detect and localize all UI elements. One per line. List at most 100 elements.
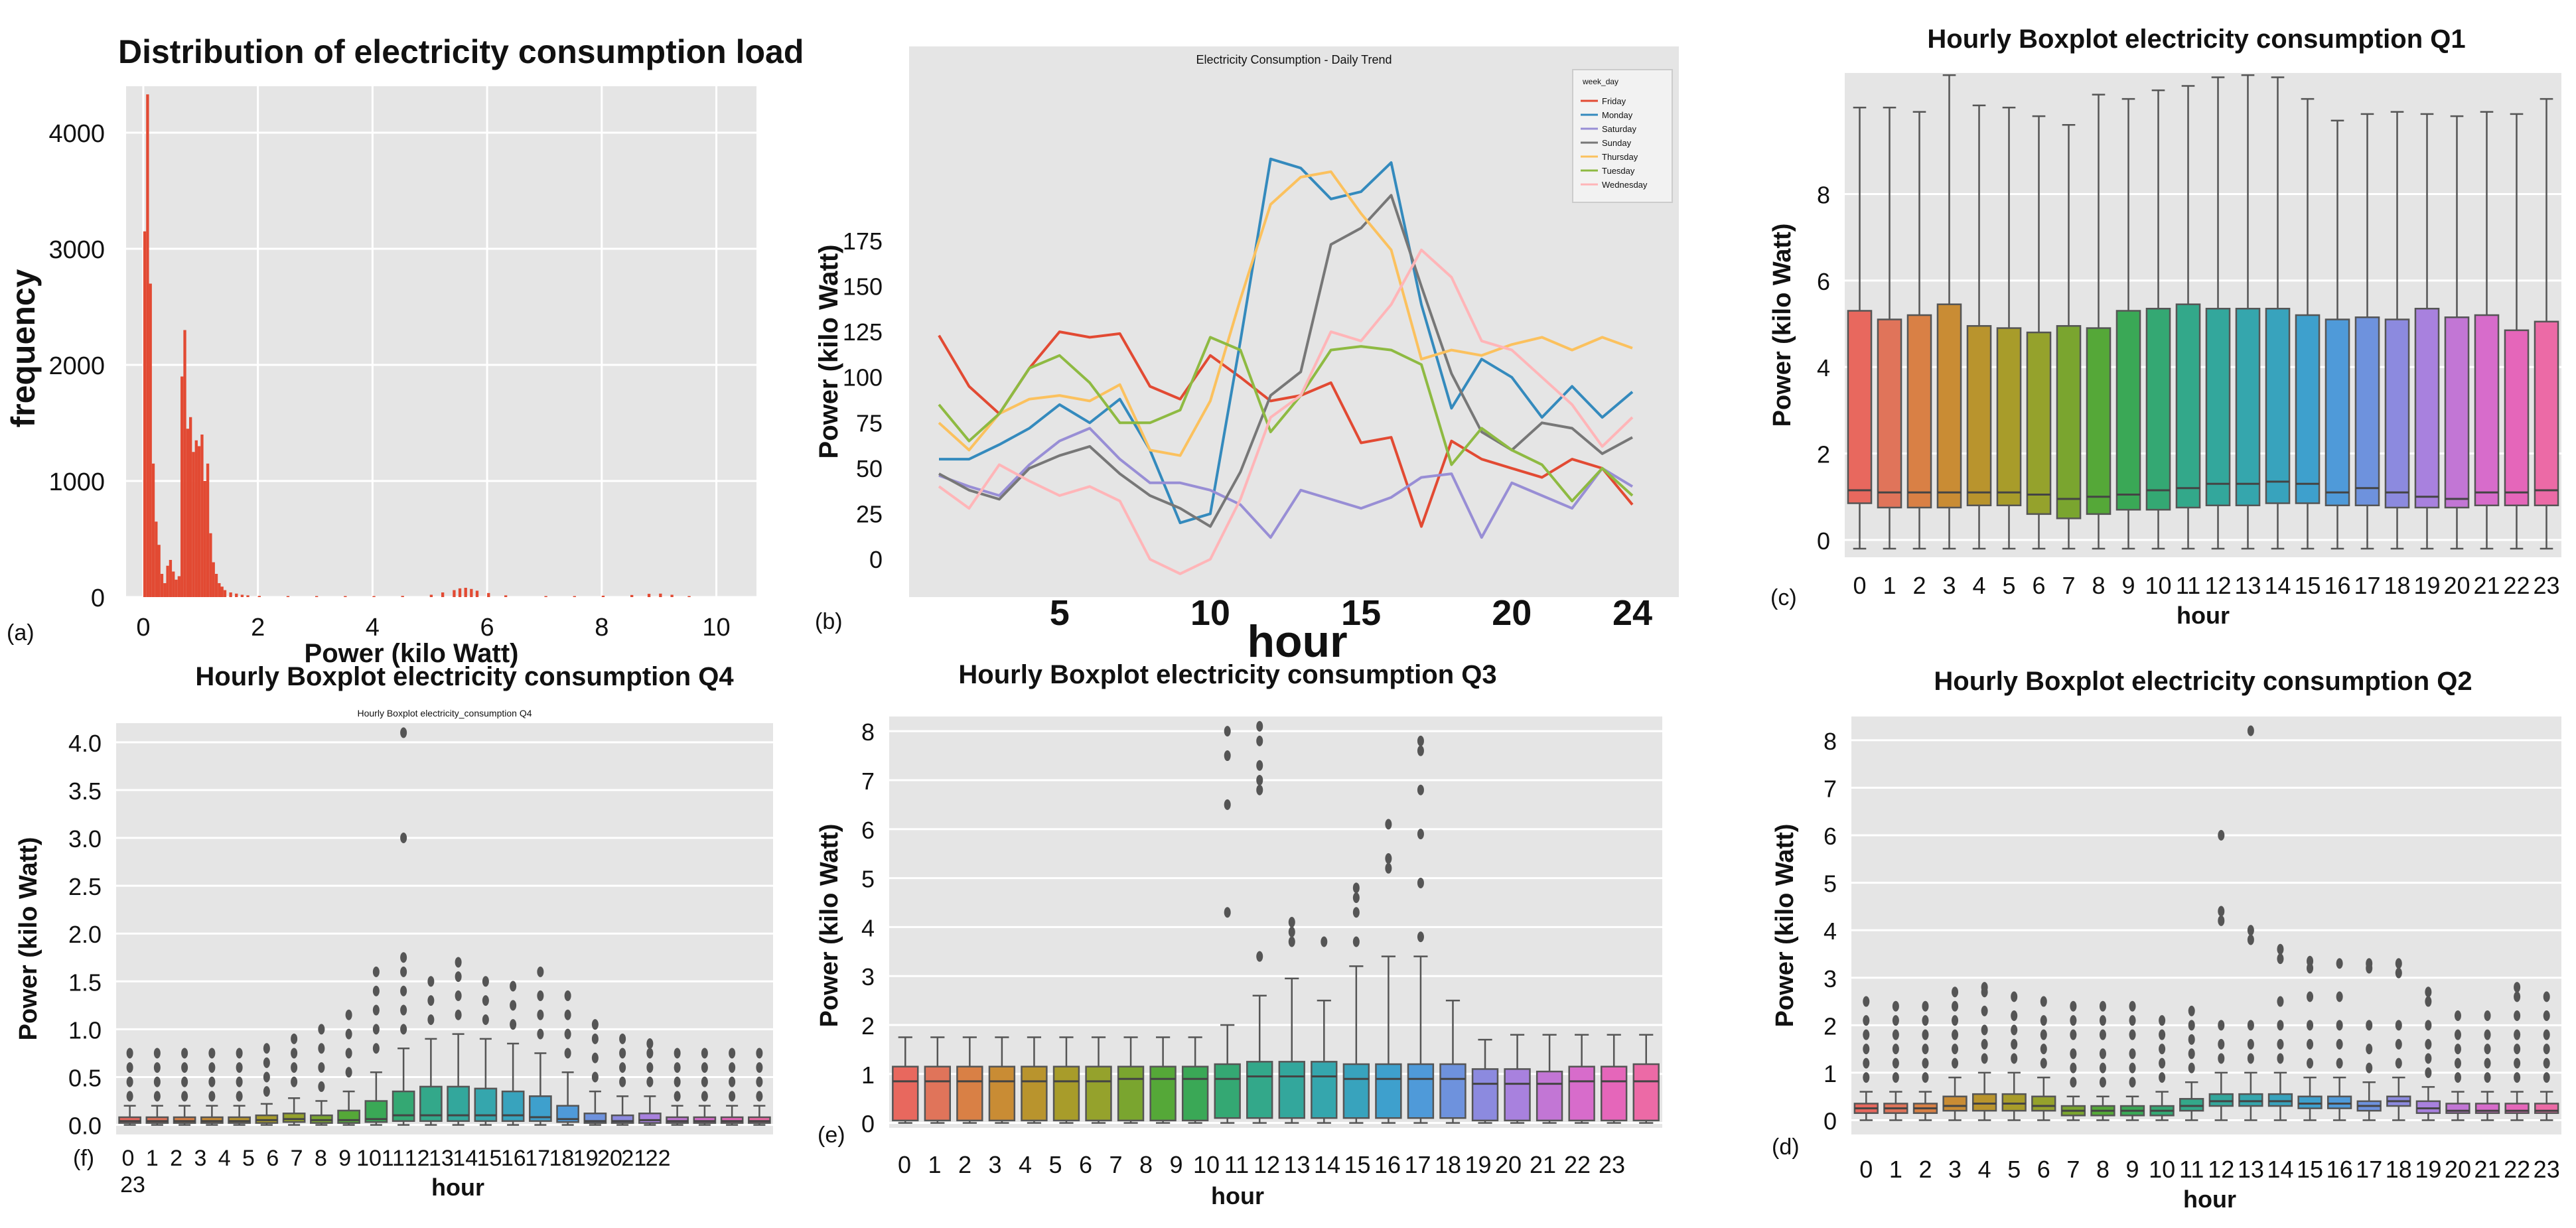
outlier-point xyxy=(701,1076,708,1087)
outlier-point xyxy=(2366,958,2373,969)
box-hour-8 xyxy=(337,1009,360,1126)
outlier-point xyxy=(2129,1000,2136,1012)
outlier-point xyxy=(318,1024,325,1035)
outlier-point xyxy=(2188,1034,2195,1045)
outlier-point xyxy=(2307,1038,2314,1050)
box-hour-10 xyxy=(1214,726,1241,1124)
x-tick-label: 15 xyxy=(2297,1156,2323,1183)
outlier-point xyxy=(2425,996,2432,1007)
outlier-point xyxy=(153,1076,161,1087)
box-hour-8 xyxy=(1149,1036,1177,1124)
outlier-point xyxy=(2514,982,2521,993)
box-hour-1 xyxy=(924,1036,951,1124)
box-hour-10 xyxy=(2149,1015,2175,1121)
x-tick-label: 7 xyxy=(291,1146,303,1171)
outlier-point xyxy=(2218,906,2225,917)
outlier-point xyxy=(1224,907,1231,918)
x-tick-label: 9 xyxy=(2126,1156,2139,1183)
outlier-point xyxy=(2277,943,2284,955)
outlier-point xyxy=(2099,1062,2106,1073)
histogram-bar xyxy=(453,590,456,597)
y-tick-label: 1 xyxy=(1824,1060,1837,1087)
y-tick-label: 2.0 xyxy=(68,921,102,948)
box-iqr xyxy=(2326,1095,2352,1109)
x-tick-label: 4 xyxy=(1972,572,1985,599)
box-iqr xyxy=(1971,1093,1997,1112)
box-hour-22 xyxy=(2504,982,2530,1121)
outlier-point xyxy=(2336,991,2343,1002)
outlier-point xyxy=(1892,1000,1899,1012)
x-tick-label: 16 xyxy=(501,1146,526,1171)
box-iqr xyxy=(1632,1063,1660,1122)
x-axis-label: Power (kilo Watt) xyxy=(305,639,519,668)
histogram-bar xyxy=(630,594,634,597)
box-iqr xyxy=(1906,314,1932,509)
box-hour-2 xyxy=(1912,1000,1938,1121)
box-hour-19 xyxy=(638,1038,662,1126)
y-axis-label: Power (kilo Watt) xyxy=(816,824,843,1028)
x-tick-label: 20 xyxy=(2443,572,2470,599)
y-tick-label: 6 xyxy=(861,817,875,844)
y-tick-label: 125 xyxy=(843,318,883,346)
outlier-point xyxy=(236,1048,243,1059)
outlier-point xyxy=(2011,1038,2018,1050)
histogram-bar xyxy=(573,596,576,597)
x-tick-label: 0 xyxy=(122,1146,135,1171)
outlier-point xyxy=(372,1024,380,1035)
box-iqr xyxy=(1601,1065,1628,1122)
box-iqr xyxy=(2414,307,2440,509)
box-iqr xyxy=(1021,1065,1048,1122)
y-tick-label: 2 xyxy=(1817,441,1830,468)
box-hour-13 xyxy=(2238,725,2263,1121)
outlier-point xyxy=(2543,991,2550,1002)
outlier-point xyxy=(2070,1015,2077,1026)
histogram-bar xyxy=(647,594,651,597)
x-tick-label: 19 xyxy=(2415,1156,2441,1183)
outlier-point xyxy=(318,1062,325,1073)
outlier-point xyxy=(537,990,544,1001)
x-tick-label: 12 xyxy=(2208,1156,2234,1183)
x-tick-label: 9 xyxy=(338,1146,351,1171)
box-hour-12 xyxy=(2208,829,2234,1121)
outlier-point xyxy=(756,1076,763,1087)
outlier-point xyxy=(2484,1010,2491,1022)
outlier-point xyxy=(345,1028,352,1040)
legend-entry: Friday xyxy=(1602,96,1626,106)
outlier-point xyxy=(674,1048,681,1059)
histogram-bar xyxy=(169,560,173,597)
outlier-point xyxy=(2277,1038,2284,1050)
box-hour-4 xyxy=(1021,1036,1048,1124)
outlier-point xyxy=(2070,1077,2077,1088)
x-tick-label: 7 xyxy=(1109,1151,1122,1178)
chart-title: Distribution of electricity consumption … xyxy=(118,33,804,70)
histogram-bar xyxy=(687,596,691,597)
box-iqr xyxy=(2504,329,2530,507)
histogram-bar xyxy=(163,583,167,597)
x-tick-label: 6 xyxy=(266,1146,279,1171)
outlier-point xyxy=(482,976,489,987)
box-iqr xyxy=(2001,1093,2027,1112)
histogram-bar xyxy=(175,579,178,597)
outlier-point xyxy=(236,1076,243,1087)
outlier-point xyxy=(2218,1020,2225,1031)
outlier-point xyxy=(701,1048,708,1059)
outlier-point xyxy=(646,1076,654,1087)
box-hour-13 xyxy=(1311,936,1338,1124)
outlier-point xyxy=(2366,1044,2373,1055)
x-tick-label: 2 xyxy=(251,614,265,642)
outlier-point xyxy=(1892,1029,1899,1040)
y-tick-label: 100 xyxy=(843,364,883,391)
outlier-point xyxy=(2070,1000,2077,1012)
histogram-bar xyxy=(186,429,189,597)
x-tick-label: 4 xyxy=(1019,1151,1032,1178)
box-iqr xyxy=(1966,325,1992,507)
x-tick-label: 5 xyxy=(2002,572,2015,599)
box-iqr xyxy=(638,1113,662,1124)
x-tick-label: 0 xyxy=(136,614,150,642)
outlier-point xyxy=(482,1014,489,1025)
outlier-point xyxy=(674,1091,681,1102)
outlier-point xyxy=(2247,934,2254,945)
y-tick-label: 8 xyxy=(861,718,875,746)
box-hour-20 xyxy=(2445,1010,2470,1121)
